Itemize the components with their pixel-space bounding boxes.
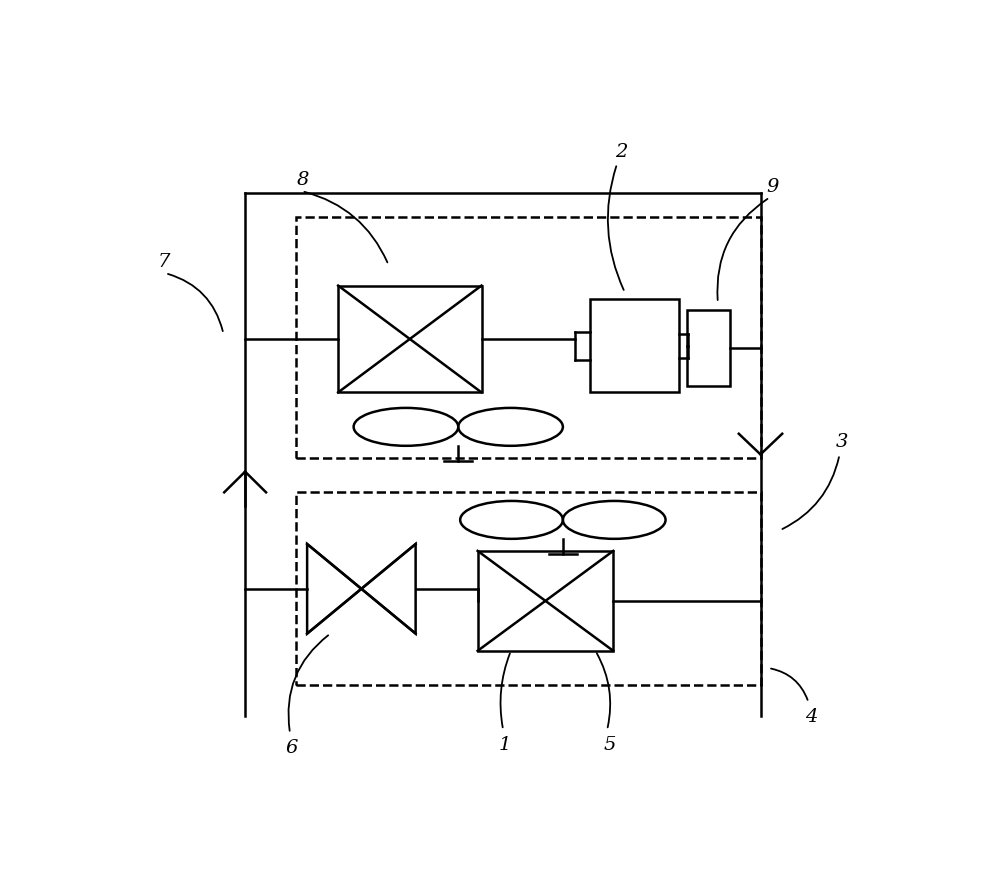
Bar xyxy=(296,217,761,459)
Bar xyxy=(296,493,761,686)
Text: 3: 3 xyxy=(836,432,848,451)
Text: 2: 2 xyxy=(615,143,627,161)
Text: 7: 7 xyxy=(158,253,170,271)
Text: 4: 4 xyxy=(805,707,817,726)
Text: 5: 5 xyxy=(603,735,616,753)
Bar xyxy=(590,300,679,393)
Text: 1: 1 xyxy=(499,735,511,753)
Bar xyxy=(687,310,730,386)
Bar xyxy=(338,286,482,393)
Text: 8: 8 xyxy=(297,171,309,189)
Text: 6: 6 xyxy=(285,738,298,756)
Bar xyxy=(478,552,613,651)
Text: 9: 9 xyxy=(766,177,778,196)
